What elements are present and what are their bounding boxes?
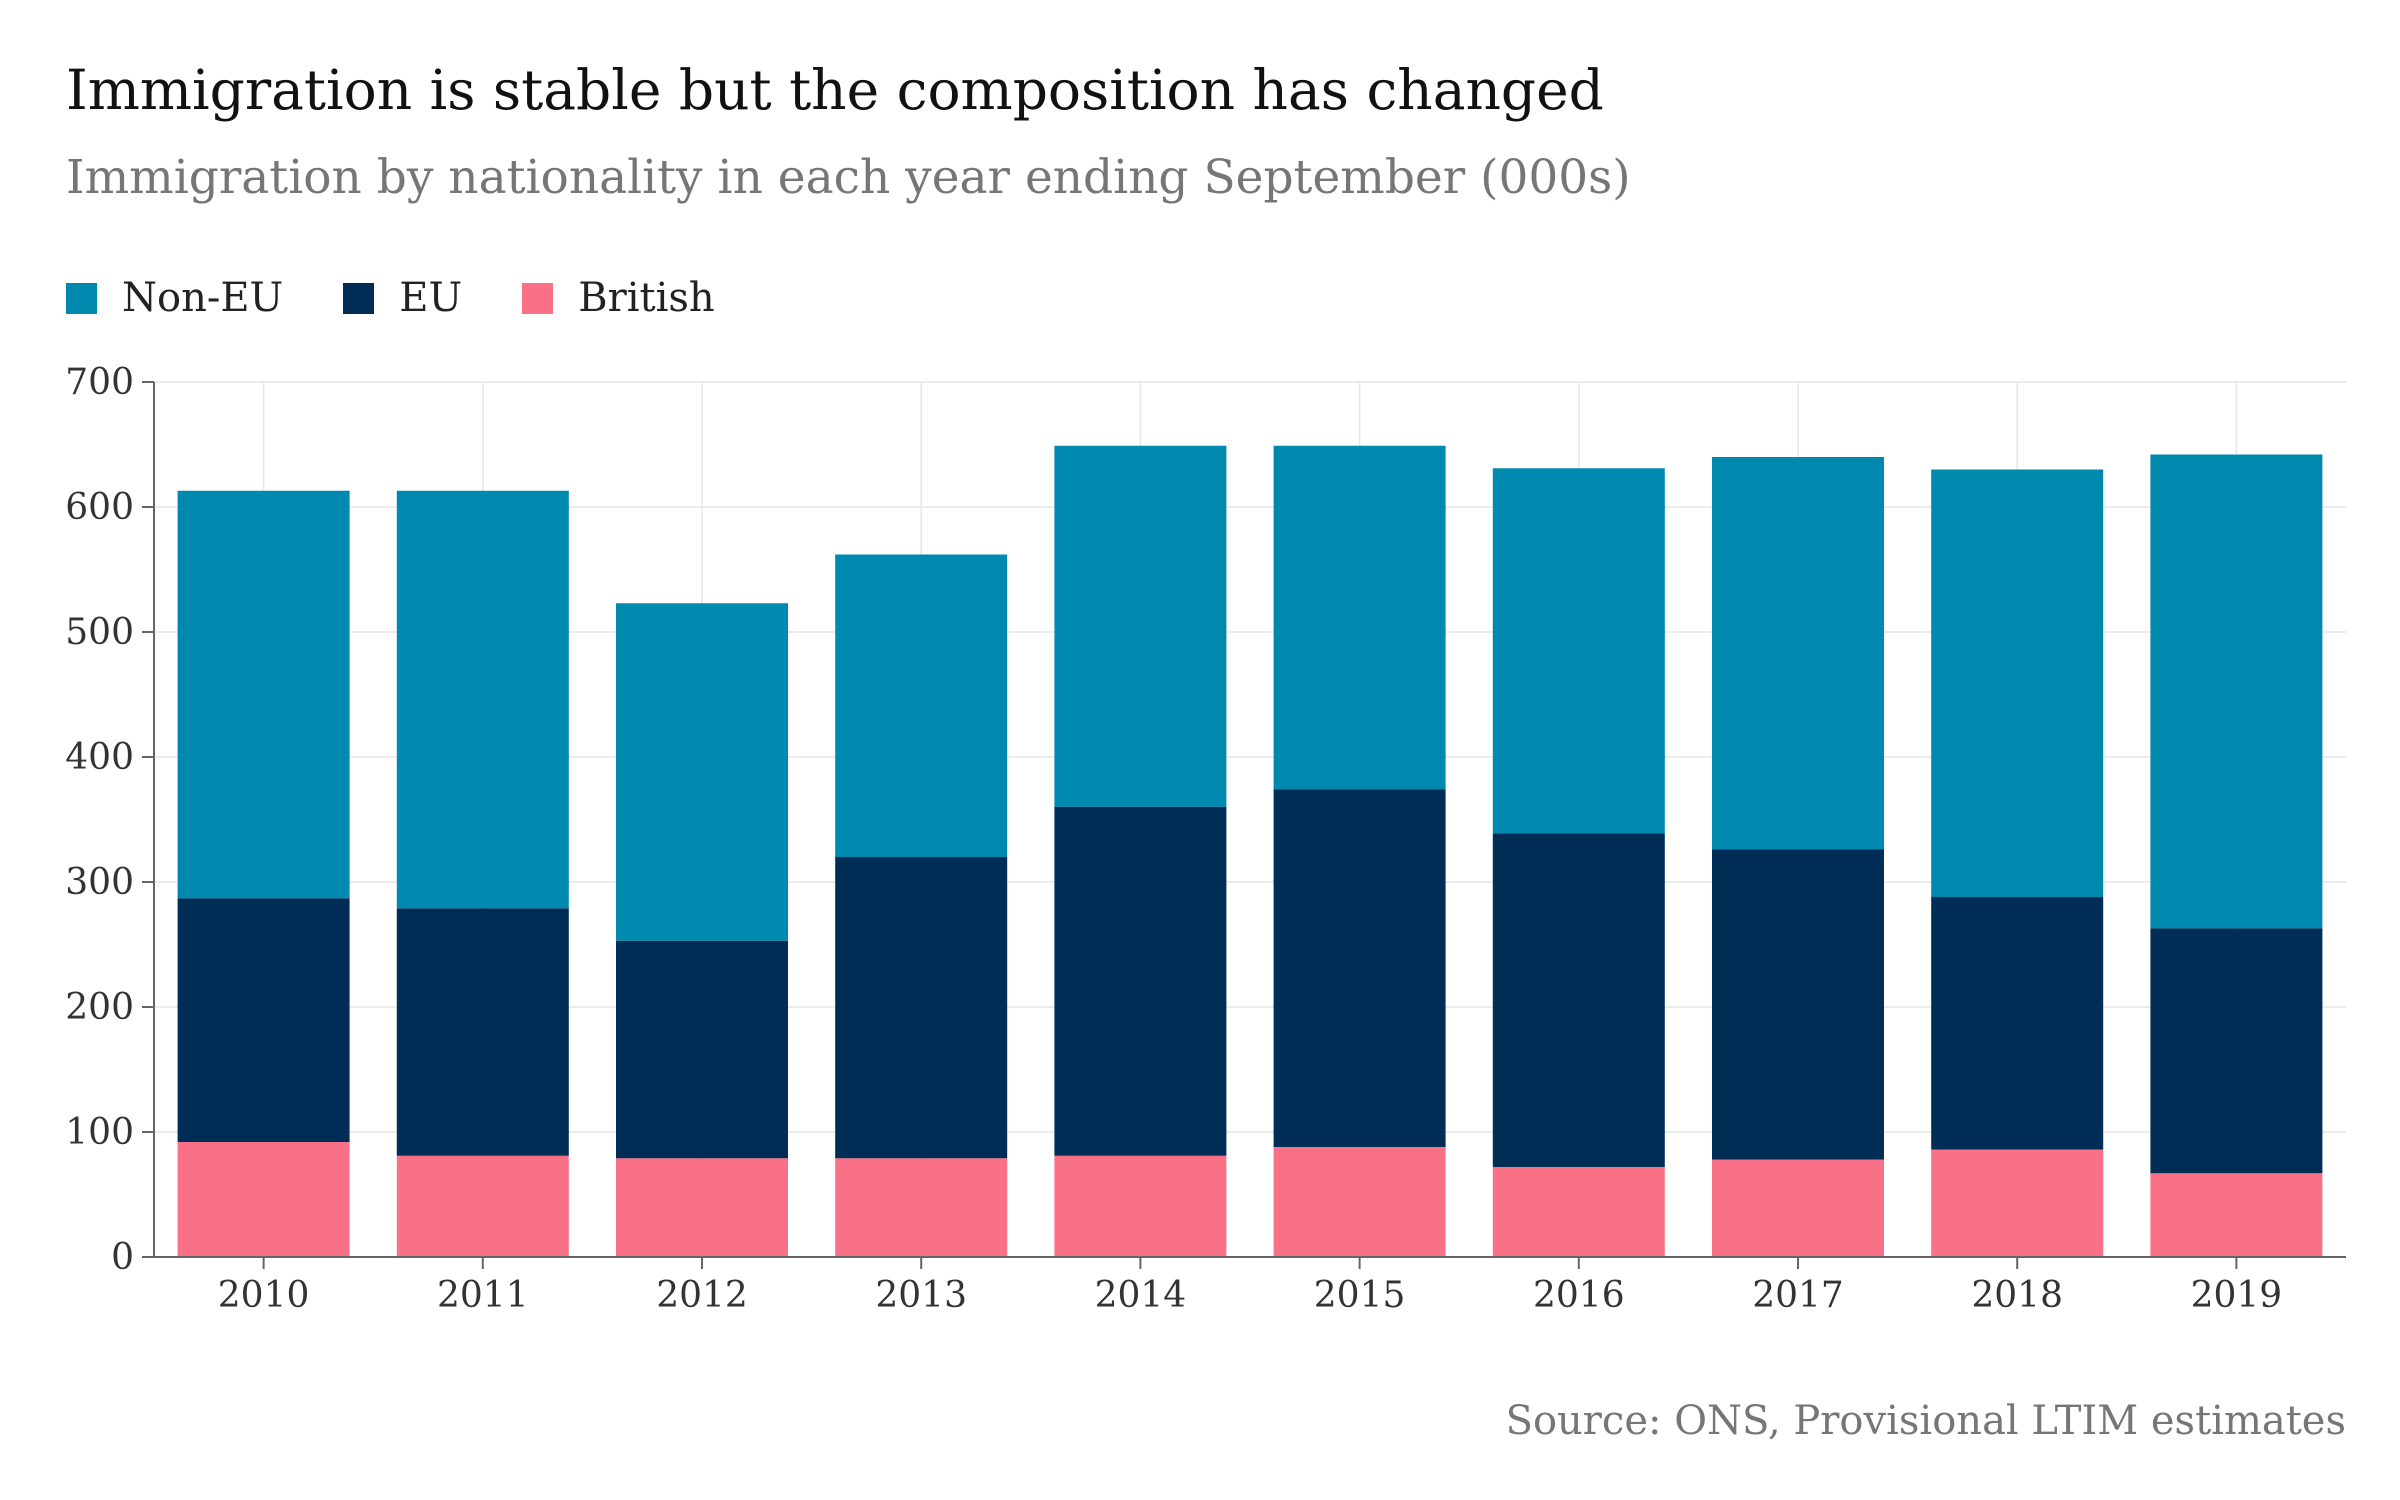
x-tick-label-2013: 2013 — [875, 1275, 967, 1316]
x-tick-label-2012: 2012 — [656, 1275, 748, 1316]
legend-swatch-non-eu — [66, 282, 97, 314]
bars-layer — [177, 445, 2323, 1257]
bar-non-eu-2016 — [1492, 468, 1665, 834]
bar-british-2017 — [1712, 1159, 1884, 1257]
y-tick-label-300: 300 — [65, 862, 134, 903]
y-tick-label-500: 500 — [65, 612, 134, 653]
bar-eu-2019 — [2150, 928, 2323, 1174]
y-tick-label-600: 600 — [65, 487, 134, 528]
bar-eu-2013 — [835, 857, 1008, 1159]
y-tick-label-200: 200 — [65, 987, 134, 1028]
chart-title: Immigration is stable but the compositio… — [66, 58, 1604, 122]
bar-eu-2014 — [1054, 807, 1227, 1156]
x-tick-label-2014: 2014 — [1095, 1275, 1187, 1316]
legend: Non-EU EU British — [66, 268, 775, 328]
y-tick-label-700: 700 — [65, 362, 134, 403]
bar-british-2011 — [396, 1155, 569, 1257]
bar-british-2013 — [835, 1158, 1008, 1257]
bar-non-eu-2011 — [396, 490, 569, 909]
bar-british-2014 — [1054, 1155, 1227, 1257]
y-tick-label-0: 0 — [111, 1237, 134, 1278]
x-tick-label-2016: 2016 — [1533, 1275, 1625, 1316]
chart-subtitle: Immigration by nationality in each year … — [66, 150, 1631, 205]
legend-item-eu: EU — [343, 275, 462, 321]
bar-non-eu-2017 — [1712, 457, 1884, 850]
bar-british-2015 — [1273, 1147, 1446, 1257]
x-tick-label-2017: 2017 — [1752, 1275, 1844, 1316]
legend-label-british: British — [578, 275, 715, 321]
bar-non-eu-2010 — [177, 490, 350, 899]
bar-british-2012 — [616, 1158, 788, 1257]
bar-british-2018 — [1931, 1149, 2104, 1257]
legend-swatch-british — [522, 282, 554, 314]
y-tick-label-100: 100 — [65, 1112, 134, 1153]
bar-non-eu-2018 — [1931, 469, 2104, 897]
x-tick-label-2018: 2018 — [1971, 1275, 2063, 1316]
x-tick-label-2011: 2011 — [437, 1275, 529, 1316]
bar-eu-2017 — [1712, 849, 1884, 1160]
bar-non-eu-2014 — [1054, 445, 1227, 807]
bar-eu-2012 — [616, 940, 788, 1159]
bar-eu-2010 — [177, 898, 350, 1142]
axis-layer: 0 100 200 300 400 500 600 700 2010 2011 2012 2013 20… — [65, 362, 2346, 1316]
x-tick-label-2019: 2019 — [2191, 1275, 2283, 1316]
bar-eu-2018 — [1931, 897, 2104, 1150]
legend-swatch-eu — [343, 282, 375, 314]
bar-eu-2016 — [1492, 833, 1665, 1167]
bar-british-2019 — [2150, 1173, 2323, 1257]
bar-non-eu-2015 — [1273, 445, 1446, 790]
bar-non-eu-2019 — [2150, 454, 2323, 929]
legend-label-eu: EU — [399, 275, 463, 321]
x-tick-label-2015: 2015 — [1314, 1275, 1406, 1316]
bar-non-eu-2012 — [616, 603, 788, 941]
bar-british-2016 — [1492, 1167, 1665, 1257]
source-note: Source: ONS, Provisional LTIM estimates — [1505, 1398, 2346, 1444]
bar-eu-2015 — [1273, 789, 1446, 1147]
legend-item-british: British — [522, 275, 715, 321]
bar-eu-2011 — [396, 908, 569, 1156]
y-tick-label-400: 400 — [65, 737, 134, 778]
legend-item-non-eu: Non-EU — [66, 275, 283, 321]
bar-british-2010 — [177, 1142, 350, 1257]
legend-label-non-eu: Non-EU — [122, 275, 284, 321]
x-tick-label-2010: 2010 — [218, 1275, 310, 1316]
bar-non-eu-2013 — [835, 554, 1008, 857]
